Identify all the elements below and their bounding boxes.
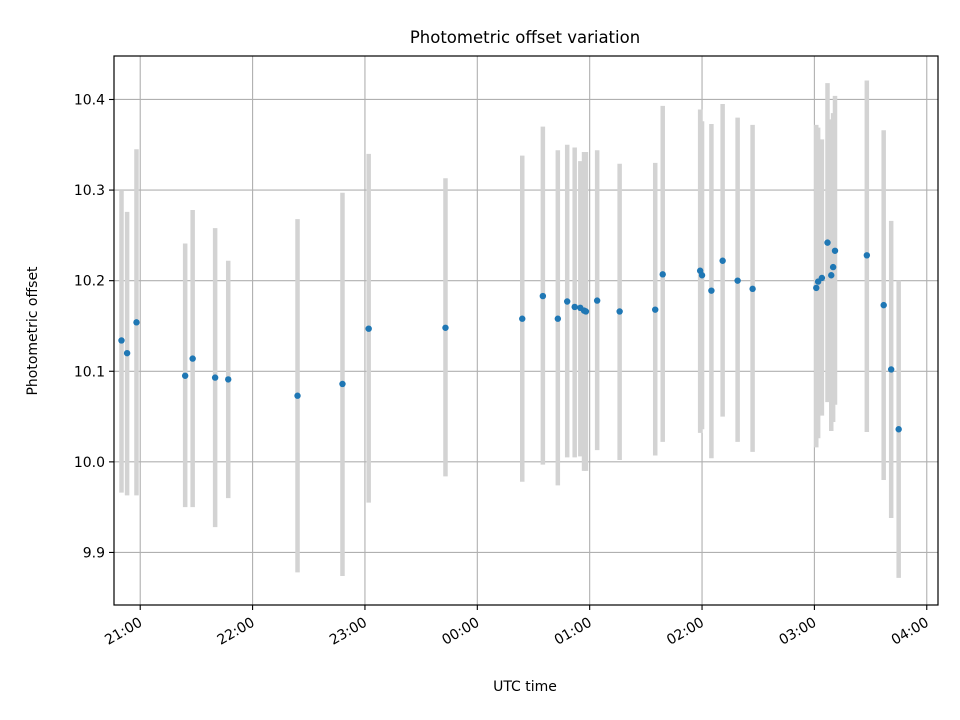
data-point: [887, 366, 895, 373]
x-axis-label: UTC time: [493, 679, 557, 695]
y-tick-label: 10.2: [74, 274, 105, 290]
data-point: [659, 271, 666, 278]
data-points: [118, 239, 902, 433]
data-point: [831, 247, 839, 254]
data-point: [519, 315, 526, 322]
y-axis-label: Photometric offset: [25, 266, 41, 396]
y-tick-label: 10.1: [74, 364, 105, 380]
data-point: [554, 315, 562, 322]
data-point: [863, 252, 871, 259]
data-point: [749, 285, 756, 293]
y-tick-label: 10.3: [74, 183, 105, 199]
data-point: [818, 274, 826, 282]
data-point: [829, 263, 837, 271]
data-point: [813, 284, 820, 292]
data-point: [539, 292, 547, 300]
data-point: [564, 298, 571, 305]
data-point: [708, 287, 715, 294]
data-point: [582, 308, 590, 315]
data-point: [734, 277, 741, 284]
data-point: [571, 303, 578, 311]
data-point: [225, 376, 232, 383]
data-point: [339, 380, 346, 388]
plot-frame: [113, 55, 939, 606]
y-tick-label: 10.0: [74, 455, 105, 471]
data-point: [828, 272, 835, 279]
chart-title: Photometric offset variation: [410, 28, 640, 47]
data-point: [593, 297, 601, 304]
data-point: [118, 337, 125, 344]
data-point: [824, 239, 831, 246]
data-point: [719, 257, 726, 264]
y-tick-label: 9.9: [83, 545, 105, 561]
gridlines: [114, 56, 938, 605]
data-point: [123, 349, 131, 357]
y-axis-ticks: 9.9 10.0 10.1 10.2 10.3 10.4: [74, 92, 114, 561]
data-point: [698, 272, 706, 279]
data-point: [442, 324, 449, 331]
data-point: [189, 355, 196, 362]
data-point: [616, 308, 623, 315]
data-point: [133, 319, 140, 326]
data-point: [181, 372, 189, 379]
data-point: [880, 301, 887, 309]
data-point: [294, 392, 301, 399]
y-tick-label: 10.4: [74, 92, 105, 108]
data-point: [211, 374, 219, 381]
data-point: [652, 306, 659, 313]
data-point: [895, 426, 902, 433]
data-point: [365, 325, 372, 332]
